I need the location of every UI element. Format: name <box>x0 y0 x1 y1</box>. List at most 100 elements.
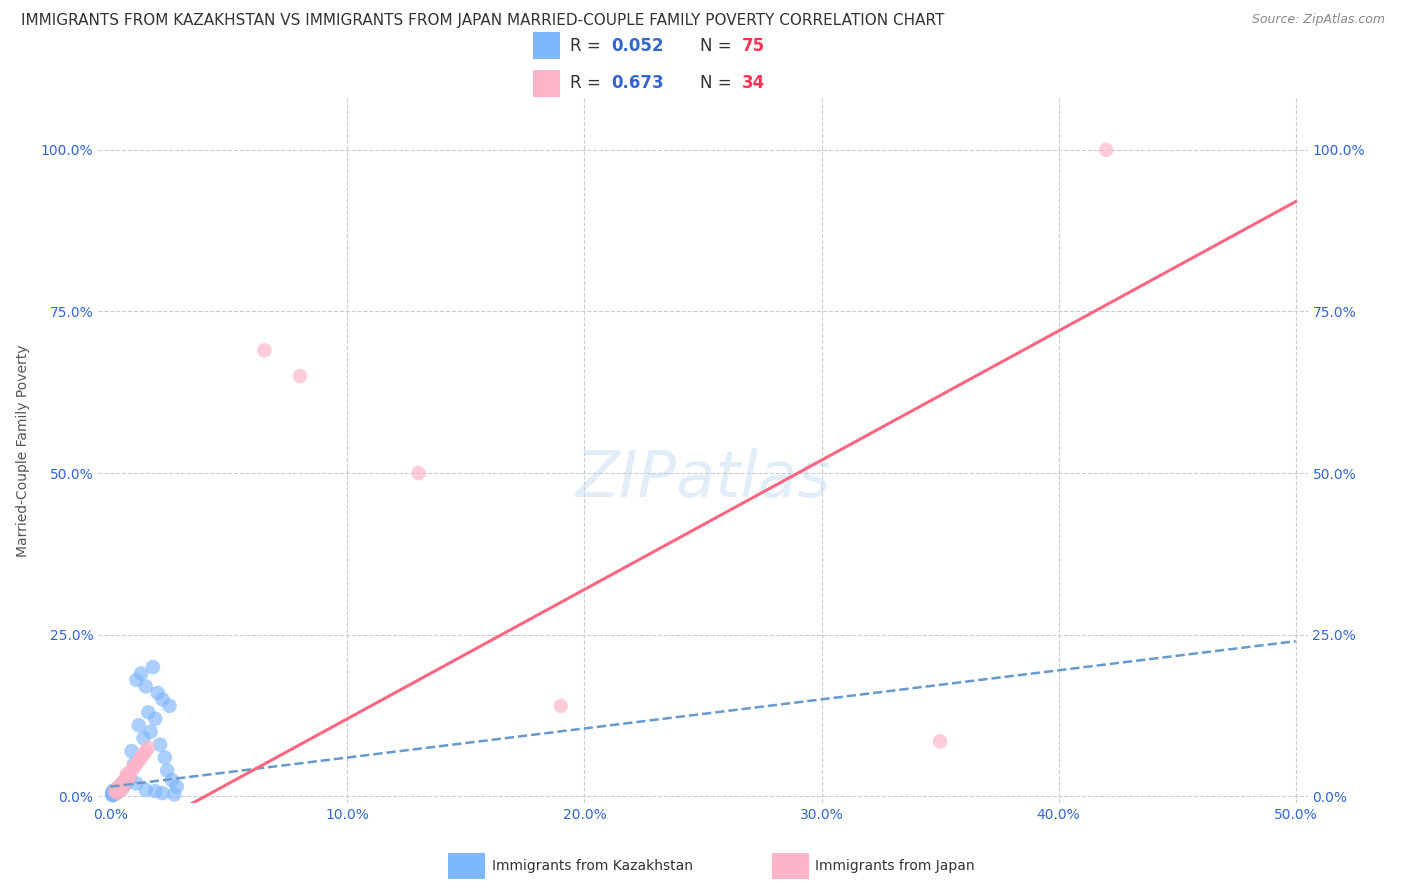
Point <box>108 782 131 797</box>
Point <box>105 782 128 797</box>
Point <box>125 776 148 790</box>
Point <box>288 369 311 384</box>
Point <box>163 788 186 802</box>
Point <box>104 785 127 799</box>
Text: 0.673: 0.673 <box>612 74 664 92</box>
Point <box>114 775 136 789</box>
Point <box>160 773 183 788</box>
Point <box>118 770 141 784</box>
Point <box>115 773 138 788</box>
Point <box>105 783 128 797</box>
Text: N =: N = <box>700 74 737 92</box>
Text: R =: R = <box>569 37 606 55</box>
Point <box>146 686 169 700</box>
Point <box>104 786 127 800</box>
Point <box>111 780 134 794</box>
Point <box>108 780 131 794</box>
Point <box>101 787 124 801</box>
Point <box>111 779 134 793</box>
Point <box>104 783 127 797</box>
Point <box>121 764 143 778</box>
Point <box>111 776 134 790</box>
Point <box>118 770 141 784</box>
Point <box>101 786 124 800</box>
Point <box>122 757 145 772</box>
Point <box>101 788 124 802</box>
Point <box>104 785 127 799</box>
Text: IMMIGRANTS FROM KAZAKHSTAN VS IMMIGRANTS FROM JAPAN MARRIED-COUPLE FAMILY POVERT: IMMIGRANTS FROM KAZAKHSTAN VS IMMIGRANTS… <box>21 13 945 29</box>
Point <box>253 343 276 358</box>
Point <box>105 783 128 797</box>
Point <box>108 780 131 795</box>
Point <box>104 785 127 799</box>
Text: Immigrants from Kazakhstan: Immigrants from Kazakhstan <box>492 859 693 873</box>
Point <box>114 778 136 792</box>
Point <box>101 788 124 802</box>
Point <box>152 692 174 706</box>
Point <box>105 785 128 799</box>
Text: Source: ZipAtlas.com: Source: ZipAtlas.com <box>1251 13 1385 27</box>
Point <box>115 771 138 785</box>
Point <box>105 785 128 799</box>
Point <box>136 740 159 755</box>
Point <box>122 760 145 774</box>
Point <box>101 784 124 798</box>
Point <box>105 781 128 796</box>
Point <box>135 744 157 758</box>
Point <box>125 757 148 772</box>
Point <box>166 780 188 794</box>
Point <box>152 786 174 800</box>
Point <box>118 773 141 788</box>
Point <box>156 764 179 778</box>
Point <box>101 788 124 802</box>
Point <box>136 706 159 720</box>
Point <box>104 787 127 801</box>
Point <box>115 766 138 780</box>
Point <box>108 780 131 794</box>
Point <box>105 783 128 797</box>
Bar <box>533 32 561 59</box>
Point <box>1095 143 1118 157</box>
Text: 34: 34 <box>741 74 765 92</box>
Point <box>105 784 128 798</box>
Point <box>142 660 165 674</box>
Point <box>929 734 952 748</box>
Point <box>105 781 128 796</box>
Point <box>111 776 134 790</box>
Point <box>105 783 128 797</box>
Point <box>104 785 127 799</box>
Point <box>105 783 128 797</box>
Text: N =: N = <box>700 37 737 55</box>
Point <box>105 783 128 797</box>
Point <box>108 780 131 795</box>
Point <box>104 786 127 800</box>
Point <box>105 783 128 797</box>
Point <box>132 747 155 762</box>
Point <box>118 770 141 784</box>
Point <box>111 778 134 792</box>
Point <box>108 781 131 796</box>
Point <box>104 786 127 800</box>
Point <box>108 780 131 795</box>
Point <box>104 784 127 798</box>
Y-axis label: Married-Couple Family Poverty: Married-Couple Family Poverty <box>15 344 30 557</box>
Text: Immigrants from Japan: Immigrants from Japan <box>815 859 976 873</box>
Bar <box>533 70 561 96</box>
Point <box>143 784 166 798</box>
Point <box>129 666 152 681</box>
Point <box>104 785 127 799</box>
Point <box>114 776 136 790</box>
Point <box>135 680 157 694</box>
Point <box>101 788 124 802</box>
Text: R =: R = <box>569 74 606 92</box>
Point <box>139 724 162 739</box>
Point <box>101 787 124 801</box>
Point <box>111 778 134 792</box>
Point <box>105 783 128 797</box>
Point <box>129 750 152 764</box>
Point <box>128 754 150 768</box>
Point <box>101 788 124 802</box>
Point <box>114 777 136 791</box>
Point <box>125 673 148 687</box>
Point <box>108 780 131 794</box>
